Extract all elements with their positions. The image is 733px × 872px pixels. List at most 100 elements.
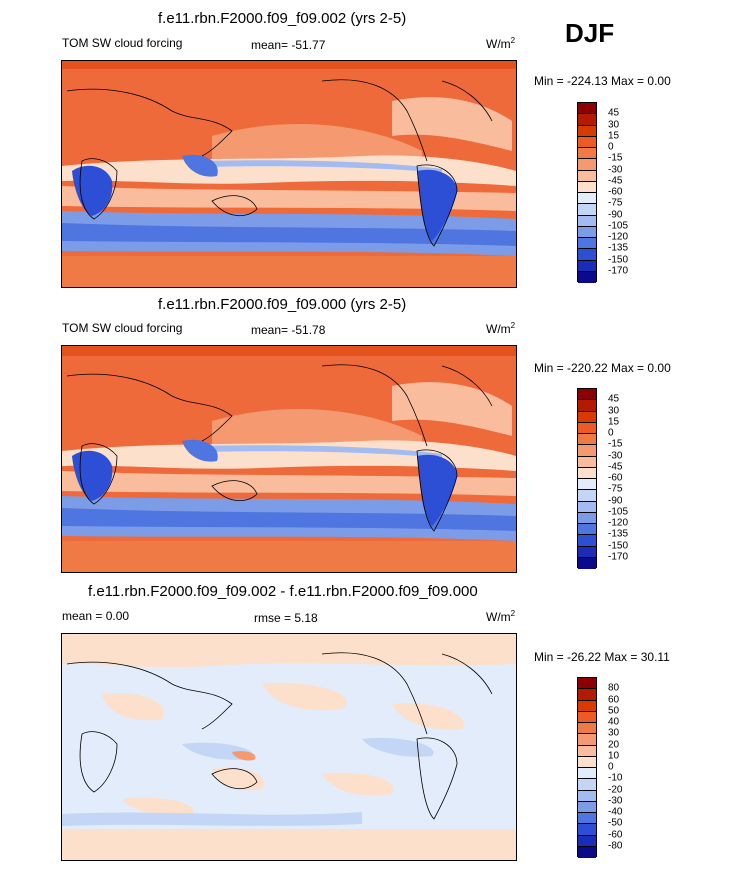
panel3-mean: mean = 0.00 — [62, 609, 130, 623]
world-map-cloud-forcing-icon — [62, 346, 516, 572]
panel1-title: f.e11.rbn.F2000.f09_f09.002 (yrs 2-5) — [158, 10, 407, 27]
colorbar-tick-label: -30 — [608, 795, 623, 807]
colorbar-segment — [578, 824, 596, 836]
colorbar-tick-label: -40 — [608, 806, 623, 818]
colorbar-tick-label: 30 — [608, 405, 620, 416]
panel1-mean: mean= -51.77 — [251, 38, 326, 52]
panel2-title: f.e11.rbn.F2000.f09_f09.000 (yrs 2-5) — [158, 296, 407, 313]
panel3-colorbar-labels: 80 60 50 40 30 20 10 0 -10 -20 -30 -40 -50 -60 -80 — [608, 677, 648, 857]
panel3-units: W/m2 — [486, 609, 516, 624]
colorbar-tick-label: -170 — [608, 551, 629, 563]
colorbar-tick-label: -150 — [608, 254, 629, 265]
colorbar-tick-label: -30 — [608, 450, 623, 461]
colorbar-tick-label: 80 — [608, 682, 620, 694]
colorbar-segment — [578, 181, 596, 193]
colorbar-segment — [578, 114, 596, 126]
panel3-colorbar — [577, 677, 597, 858]
colorbar-tick-label: -45 — [608, 175, 623, 187]
colorbar-segment — [578, 434, 596, 446]
colorbar-segment — [578, 400, 596, 412]
colorbar-segment — [578, 467, 596, 479]
colorbar-segment — [578, 790, 596, 802]
colorbar-segment — [578, 445, 596, 457]
colorbar-tick-label: 0 — [608, 427, 614, 439]
colorbar-segment — [578, 756, 596, 768]
world-map-difference-icon — [62, 634, 516, 860]
colorbar-tick-label: 45 — [608, 107, 620, 119]
panel3-map — [61, 633, 517, 861]
panel3-title: f.e11.rbn.F2000.f09_f09.002 - f.e11.rbn.… — [88, 583, 478, 600]
colorbar-segment — [578, 557, 596, 569]
colorbar-segment — [578, 490, 596, 502]
colorbar-tick-label: -10 — [608, 772, 623, 784]
colorbar-tick-label: -15 — [608, 438, 623, 450]
colorbar-tick-label: -135 — [608, 242, 629, 254]
colorbar-segment — [578, 456, 596, 468]
world-map-cloud-forcing-icon — [62, 61, 516, 287]
panel1-units: W/m2 — [486, 36, 516, 51]
panel2-field-label: TOM SW cloud forcing — [62, 321, 183, 335]
colorbar-tick-label: -15 — [608, 152, 623, 164]
colorbar-segment — [578, 226, 596, 238]
panel1-map — [61, 60, 517, 288]
colorbar-tick-label: -30 — [608, 164, 623, 175]
colorbar-tick-label: -20 — [608, 784, 623, 795]
colorbar-tick-label: -120 — [608, 517, 629, 529]
colorbar-tick-label: 45 — [608, 393, 620, 405]
colorbar-tick-label: 60 — [608, 694, 620, 705]
colorbar-tick-label: 30 — [608, 727, 620, 739]
panel2-colorbar — [577, 388, 597, 569]
panel2-units: W/m2 — [486, 321, 516, 336]
colorbar-segment — [578, 422, 596, 434]
colorbar-segment — [578, 249, 596, 261]
colorbar-segment — [578, 204, 596, 216]
colorbar-tick-label: -45 — [608, 461, 623, 473]
colorbar-segment — [578, 238, 596, 250]
colorbar-tick-label: 20 — [608, 739, 620, 750]
colorbar-segment — [578, 260, 596, 272]
colorbar-segment — [578, 779, 596, 791]
colorbar-tick-label: 40 — [608, 716, 620, 728]
colorbar-segment — [578, 103, 596, 115]
colorbar-segment — [578, 846, 596, 858]
colorbar-tick-label: -60 — [608, 472, 623, 484]
colorbar-segment — [578, 524, 596, 536]
colorbar-segment — [578, 813, 596, 825]
colorbar-segment — [578, 689, 596, 701]
panel2-mean: mean= -51.78 — [251, 323, 326, 337]
colorbar-tick-label: -90 — [608, 495, 623, 506]
colorbar-segment — [578, 389, 596, 401]
colorbar-segment — [578, 535, 596, 547]
panel1-colorbar-labels: 45 30 15 0 -15 -30 -45 -60 -75 -90 -105 -120 -135 -15… — [608, 102, 648, 282]
panel1-field-label: TOM SW cloud forcing — [62, 36, 183, 50]
colorbar-tick-label: -105 — [608, 220, 629, 232]
colorbar-segment — [578, 546, 596, 558]
colorbar-segment — [578, 711, 596, 723]
colorbar-segment — [578, 411, 596, 423]
panel1-colorbar — [577, 102, 597, 283]
panel2-colorbar-labels: 45 30 15 0 -15 -30 -45 -60 -75 -90 -105 -120 -135 -15… — [608, 388, 648, 568]
colorbar-tick-label: -90 — [608, 209, 623, 220]
panel3-minmax: Min = -26.22 Max = 30.11 — [534, 650, 670, 664]
colorbar-tick-label: 15 — [608, 130, 620, 142]
colorbar-segment — [578, 835, 596, 847]
colorbar-tick-label: -120 — [608, 231, 629, 243]
colorbar-segment — [578, 745, 596, 757]
colorbar-tick-label: -135 — [608, 528, 629, 540]
colorbar-segment — [578, 479, 596, 491]
colorbar-tick-label: -60 — [608, 186, 623, 198]
panel1-minmax: Min = -224.13 Max = 0.00 — [534, 74, 671, 88]
colorbar-tick-label: 15 — [608, 416, 620, 428]
colorbar-tick-label: -60 — [608, 829, 623, 840]
colorbar-tick-label: -170 — [608, 265, 629, 277]
colorbar-segment — [578, 734, 596, 746]
colorbar-tick-label: -50 — [608, 817, 623, 829]
colorbar-tick-label: -105 — [608, 506, 629, 518]
panel2-minmax: Min = -220.22 Max = 0.00 — [534, 361, 671, 375]
colorbar-tick-label: -75 — [608, 197, 623, 209]
colorbar-segment — [578, 193, 596, 205]
colorbar-segment — [578, 125, 596, 137]
colorbar-tick-label: 50 — [608, 705, 620, 717]
colorbar-segment — [578, 501, 596, 513]
panel2-map — [61, 345, 517, 573]
